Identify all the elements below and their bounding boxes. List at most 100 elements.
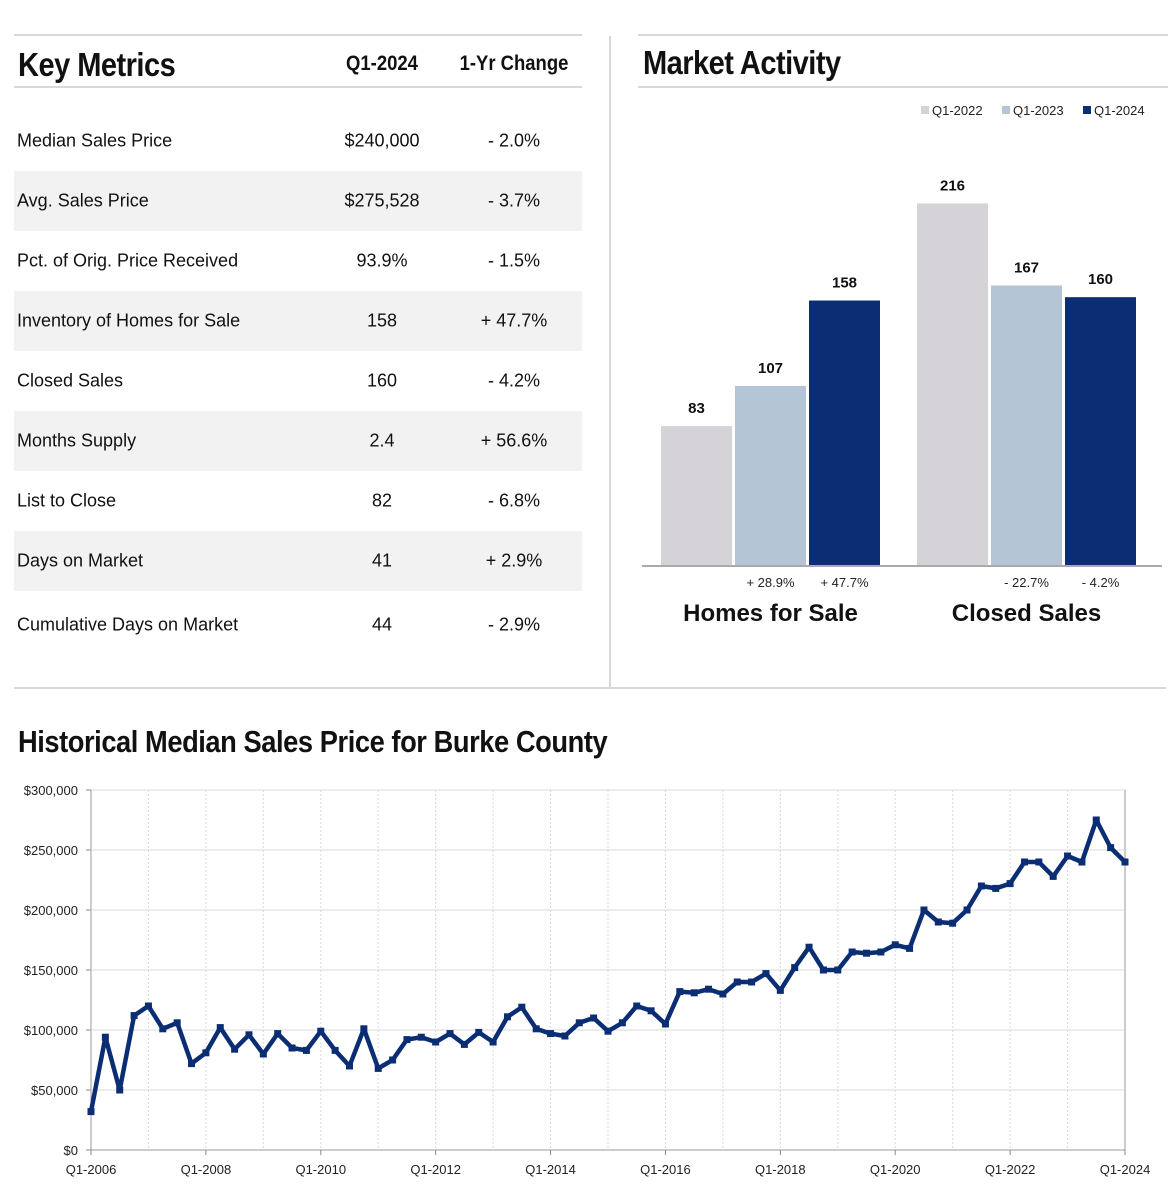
table-row: Closed Sales 160 - 4.2% xyxy=(14,351,582,411)
data-point xyxy=(87,1108,95,1116)
vertical-divider xyxy=(609,36,611,688)
data-point xyxy=(920,906,928,914)
data-point xyxy=(590,1014,598,1022)
y-tick-label: $200,000 xyxy=(24,903,78,918)
bar-value-label: 216 xyxy=(940,177,965,194)
data-point xyxy=(159,1025,167,1033)
data-point xyxy=(130,1012,138,1020)
data-point xyxy=(719,990,727,998)
legend-swatch xyxy=(1002,106,1010,114)
x-tick-label: Q1-2010 xyxy=(295,1162,346,1177)
data-point xyxy=(604,1027,612,1035)
data-point xyxy=(1049,872,1057,880)
data-point xyxy=(144,1002,152,1010)
metric-value: 93.9% xyxy=(356,250,408,271)
data-point xyxy=(389,1056,397,1064)
y-tick-label: $50,000 xyxy=(31,1083,78,1098)
data-point xyxy=(776,986,784,994)
data-point xyxy=(805,943,813,951)
metric-change: + 56.6% xyxy=(480,430,548,451)
change-label: - 22.7% xyxy=(1004,575,1049,590)
data-point xyxy=(1121,858,1129,866)
data-point xyxy=(618,1019,626,1027)
data-point xyxy=(877,948,885,956)
metric-label: Inventory of Homes for Sale xyxy=(17,310,241,331)
metric-label: Days on Market xyxy=(17,550,144,571)
x-tick-label: Q1-2020 xyxy=(870,1162,921,1177)
bar xyxy=(661,426,732,565)
y-tick-label: $100,000 xyxy=(24,1023,78,1038)
data-point xyxy=(561,1032,569,1040)
metric-value: 41 xyxy=(371,550,393,571)
change-label: + 28.9% xyxy=(746,575,795,590)
metric-value: 82 xyxy=(371,490,393,511)
metric-change: - 4.2% xyxy=(487,370,541,391)
top-rule xyxy=(14,34,582,36)
metric-value: $275,528 xyxy=(344,190,420,211)
x-tick-label: Q1-2016 xyxy=(640,1162,691,1177)
table-row: Months Supply 2.4 + 56.6% xyxy=(14,411,582,471)
data-point xyxy=(302,1046,310,1054)
metric-change: - 2.0% xyxy=(487,130,541,151)
legend-label: Q1-2022 xyxy=(932,103,983,118)
data-point xyxy=(245,1031,253,1039)
legend-swatch xyxy=(1083,106,1091,114)
y-tick-label: $300,000 xyxy=(24,783,78,798)
metric-value: 44 xyxy=(371,614,393,635)
legend-swatch xyxy=(921,106,929,114)
data-point xyxy=(762,970,770,978)
metric-value: 158 xyxy=(366,310,398,331)
data-point xyxy=(532,1025,540,1033)
data-point xyxy=(1020,858,1028,866)
data-point xyxy=(547,1030,555,1038)
data-point xyxy=(460,1040,468,1048)
data-point xyxy=(231,1045,239,1053)
metric-change: - 2.9% xyxy=(487,614,541,635)
market-activity-panel: Market Activity Q1-2022 Q1-2023 Q1-2024 83 1… xyxy=(638,34,1168,674)
metric-change: - 1.5% xyxy=(487,250,541,271)
metric-label: Avg. Sales Price xyxy=(17,190,149,211)
market-activity-title: Market Activity xyxy=(643,44,841,81)
data-point xyxy=(202,1049,210,1057)
y-tick-label: $250,000 xyxy=(24,843,78,858)
data-point xyxy=(259,1050,267,1058)
metric-label: Cumulative Days on Market xyxy=(17,614,239,635)
data-point xyxy=(331,1046,339,1054)
data-point xyxy=(633,1002,641,1010)
category-label: Closed Sales xyxy=(952,600,1101,627)
data-point xyxy=(705,985,713,993)
x-tick-label: Q1-2022 xyxy=(985,1162,1036,1177)
data-point xyxy=(1035,858,1043,866)
data-point xyxy=(963,906,971,914)
data-point xyxy=(503,1013,511,1021)
bar xyxy=(809,300,880,565)
data-point xyxy=(661,1020,669,1028)
data-point xyxy=(317,1027,325,1035)
y-tick-label: $150,000 xyxy=(24,963,78,978)
metric-label: Months Supply xyxy=(17,430,137,451)
change-label: - 4.2% xyxy=(1082,575,1120,590)
data-point xyxy=(819,966,827,974)
table-row: Pct. of Orig. Price Received 93.9% - 1.5… xyxy=(14,231,582,291)
legend-label: Q1-2023 xyxy=(1013,103,1064,118)
y-tick-label: $0 xyxy=(64,1143,78,1158)
data-point xyxy=(432,1038,440,1046)
data-point xyxy=(934,918,942,926)
metric-label: Median Sales Price xyxy=(17,130,173,151)
key-metrics-title: Key Metrics xyxy=(18,46,176,83)
data-point xyxy=(101,1033,109,1041)
data-point xyxy=(690,989,698,997)
data-point xyxy=(489,1038,497,1046)
bar-value-label: 107 xyxy=(758,360,783,377)
metric-change: - 3.7% xyxy=(487,190,541,211)
data-point xyxy=(346,1062,353,1070)
data-point xyxy=(834,966,842,974)
data-point xyxy=(274,1030,282,1038)
data-point xyxy=(906,944,914,952)
metric-label: Pct. of Orig. Price Received xyxy=(17,250,239,271)
metric-value: $240,000 xyxy=(344,130,420,151)
data-point xyxy=(891,941,899,949)
bar-value-label: 167 xyxy=(1014,259,1039,276)
category-label: Homes for Sale xyxy=(683,600,858,627)
metric-label: Closed Sales xyxy=(17,370,124,391)
